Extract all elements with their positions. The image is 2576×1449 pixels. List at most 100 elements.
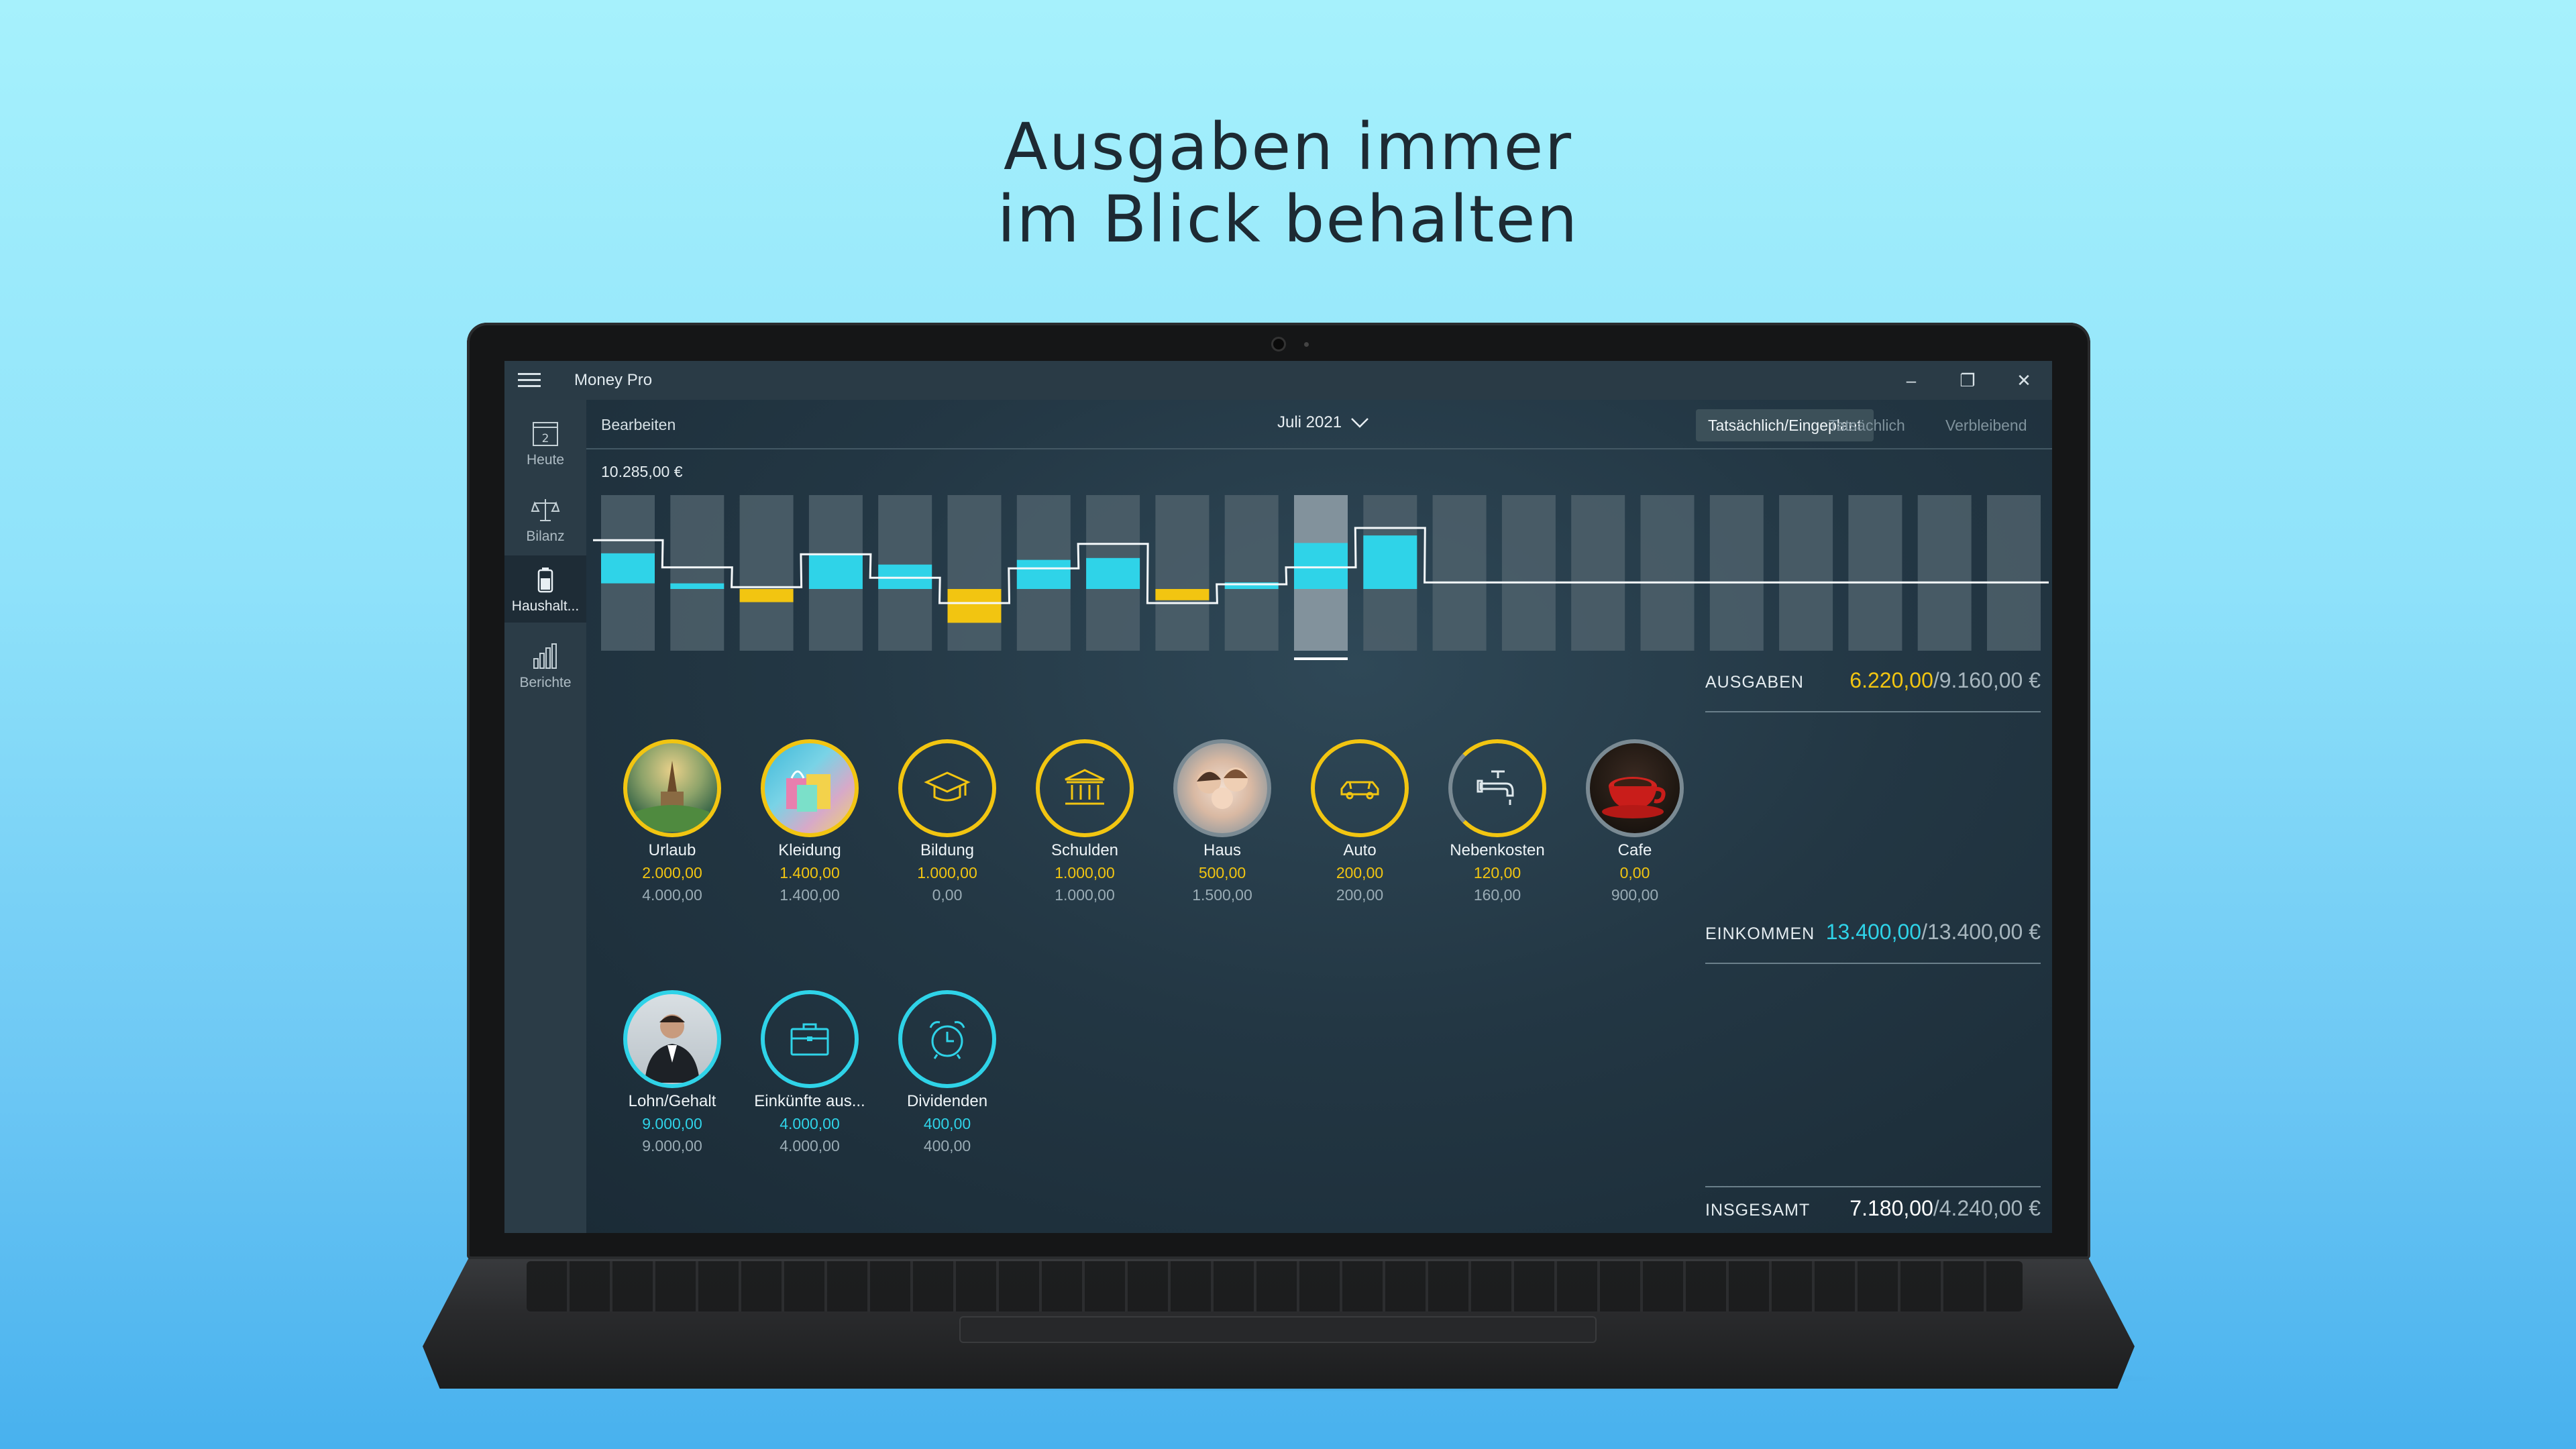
month-label: Juli 2021	[1277, 413, 1342, 431]
chart-column[interactable]	[670, 495, 724, 651]
scale-icon	[531, 499, 560, 521]
category-bildung[interactable]: Bildung 1.000,00 0,00	[880, 739, 1014, 904]
category-name: Cafe	[1617, 841, 1652, 859]
category-planned: 160,00	[1473, 886, 1521, 904]
headline-line-1: Ausgaben immer	[1004, 109, 1572, 184]
title-bar: Money Pro – ❐ ✕	[504, 361, 2052, 400]
chart-bar	[670, 583, 724, 589]
chart-column[interactable]	[1016, 495, 1071, 651]
sidebar-item-label: Bilanz	[526, 529, 565, 544]
expenses-divider	[1705, 711, 2041, 712]
chart-column[interactable]	[1917, 495, 1972, 651]
expenses-value: 6.220,00/9.160,00 €	[1849, 668, 2041, 693]
laptop-touchpad	[959, 1316, 1597, 1343]
chart-column[interactable]	[1432, 495, 1487, 651]
category-actual: 9.000,00	[642, 1115, 702, 1132]
hamburger-menu-icon[interactable]	[518, 373, 541, 388]
chart-column[interactable]	[1224, 495, 1279, 651]
sidebar-item-label: Heute	[526, 452, 565, 468]
month-picker[interactable]: Juli 2021	[1277, 413, 1370, 432]
total-label: INSGESAMT	[1705, 1201, 1811, 1220]
chart-column[interactable]	[947, 495, 1002, 651]
restore-button[interactable]: ❐	[1960, 370, 1976, 390]
sidebar-item-label: Haushalt...	[511, 598, 580, 614]
app-window: Money Pro – ❐ ✕ 2 Heute Bilanz	[504, 361, 2052, 1233]
chart-bar	[1016, 559, 1071, 589]
category-actual: 1.000,00	[1055, 864, 1115, 881]
chart-column[interactable]	[1086, 495, 1140, 651]
chart-column[interactable]	[601, 495, 655, 651]
category-planned: 1.000,00	[1055, 886, 1115, 904]
category-actual: 0,00	[1619, 864, 1650, 881]
category-planned: 0,00	[932, 886, 963, 904]
chart-column[interactable]	[1709, 495, 1764, 651]
category-actual: 120,00	[1473, 864, 1521, 881]
chart-column[interactable]	[1155, 495, 1210, 651]
businessman-photo-icon	[623, 990, 721, 1088]
alarm-clock-icon	[898, 990, 996, 1088]
car-icon	[1311, 739, 1409, 837]
category-name: Auto	[1343, 841, 1377, 859]
chart-bar	[1363, 535, 1417, 589]
category-haus[interactable]: Haus 500,00 1.500,00	[1155, 739, 1289, 904]
edit-button[interactable]: Bearbeiten	[601, 416, 676, 433]
category-actual: 400,00	[923, 1115, 971, 1132]
chart-column[interactable]	[878, 495, 932, 651]
close-button[interactable]: ✕	[2017, 370, 2031, 390]
category-name: Dividenden	[906, 1092, 988, 1110]
minimize-button[interactable]: –	[1906, 370, 1917, 390]
segment-tatsaechlich[interactable]: Tatsächlich	[1829, 416, 1905, 434]
calendar-day: 2	[542, 432, 549, 445]
category-einkuenfte[interactable]: Einkünfte aus... 4.000,00 4.000,00	[743, 990, 877, 1155]
webcam	[1271, 337, 1286, 352]
toolbar: Bearbeiten Juli 2021 Tatsächlich/Eingepl…	[586, 400, 2052, 449]
category-schulden[interactable]: Schulden 1.000,00 1.000,00	[1018, 739, 1152, 904]
segment-verbleibend[interactable]: Verbleibend	[1945, 416, 2027, 434]
chart-column[interactable]	[808, 495, 863, 651]
income-divider	[1705, 963, 2041, 964]
category-cafe[interactable]: Cafe 0,00 900,00	[1568, 739, 1702, 904]
category-planned: 4.000,00	[780, 1137, 840, 1155]
total-actual: 7.180,00	[1849, 1196, 1933, 1220]
graduation-cap-icon	[898, 739, 996, 837]
expenses-actual: 6.220,00	[1849, 668, 1933, 692]
chart-column[interactable]	[1294, 495, 1348, 651]
category-name: Haus	[1203, 841, 1242, 859]
chart-column[interactable]	[1501, 495, 1556, 651]
category-actual: 1.000,00	[917, 864, 977, 881]
total-divider	[1705, 1186, 2041, 1187]
chart-column[interactable]	[1363, 495, 1417, 651]
income-planned: /13.400,00 €	[1921, 920, 2041, 944]
coffee-cup-photo-icon	[1586, 739, 1684, 837]
expenses-label: AUSGABEN	[1705, 673, 1804, 692]
chart-column[interactable]	[1779, 495, 1833, 651]
sidebar-item-bilanz[interactable]: Bilanz	[504, 486, 586, 553]
chart-column[interactable]	[1571, 495, 1625, 651]
chart-bar	[878, 564, 932, 589]
sidebar-item-label: Berichte	[519, 675, 572, 690]
chart-column[interactable]	[1987, 495, 2041, 651]
bar-chart-icon	[533, 643, 557, 669]
category-urlaub[interactable]: Urlaub 2.000,00 4.000,00	[605, 739, 739, 904]
category-nebenkosten[interactable]: Nebenkosten 120,00 160,00	[1430, 739, 1564, 904]
income-actual: 13.400,00	[1825, 920, 1922, 944]
category-actual: 2.000,00	[642, 864, 702, 881]
chart-column[interactable]	[739, 495, 794, 651]
category-lohn-gehalt[interactable]: Lohn/Gehalt 9.000,00 9.000,00	[605, 990, 739, 1155]
chart-column[interactable]	[1848, 495, 1902, 651]
category-dividenden[interactable]: Dividenden 400,00 400,00	[880, 990, 1014, 1155]
category-name: Kleidung	[778, 841, 841, 859]
chart-bar	[1155, 589, 1210, 600]
planned-line	[593, 527, 2049, 604]
total-value: 7.180,00/4.240,00 €	[1849, 1196, 2041, 1221]
category-auto[interactable]: Auto 200,00 200,00	[1293, 739, 1427, 904]
segment-tatsaechlich-eingeplant[interactable]: Tatsächlich/Eingeplant	[1696, 409, 1874, 441]
chart-column[interactable]	[1640, 495, 1695, 651]
sidebar-item-haushalt[interactable]: Haushalt...	[504, 555, 586, 623]
chevron-down-icon	[1351, 418, 1368, 428]
category-planned: 400,00	[923, 1137, 971, 1155]
expenses-planned: /9.160,00 €	[1933, 668, 2041, 692]
category-kleidung[interactable]: Kleidung 1.400,00 1.400,00	[743, 739, 877, 904]
sidebar-item-heute[interactable]: 2 Heute	[504, 409, 586, 476]
sidebar-item-berichte[interactable]: Berichte	[504, 632, 586, 699]
